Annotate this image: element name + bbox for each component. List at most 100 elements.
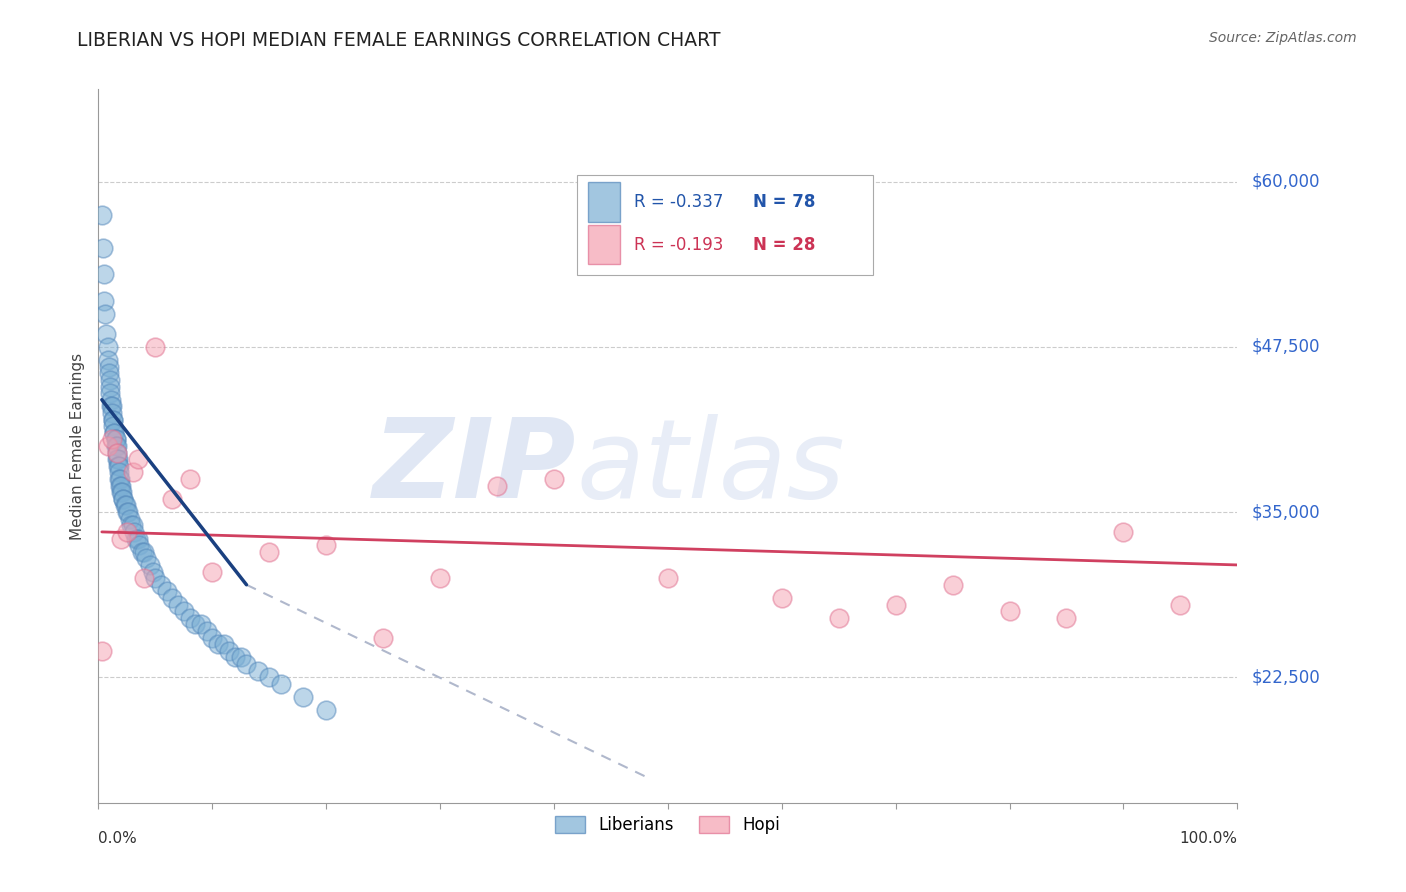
Point	[212, 637, 235, 651]
Point	[110, 532, 132, 546]
Point	[315, 538, 337, 552]
Point	[218, 644, 240, 658]
Point	[770, 591, 793, 605]
Point	[207, 637, 229, 651]
Point	[429, 571, 451, 585]
Point	[101, 400, 124, 414]
Point	[105, 439, 128, 453]
Point	[292, 690, 315, 704]
Point	[998, 604, 1021, 618]
Point	[127, 532, 149, 546]
Point	[128, 538, 150, 552]
Point	[1054, 611, 1078, 625]
Point	[657, 571, 679, 585]
Point	[162, 491, 184, 506]
Point	[942, 578, 965, 592]
Point	[142, 565, 165, 579]
Point	[150, 578, 173, 592]
Point	[112, 491, 135, 506]
Point	[156, 584, 179, 599]
Text: LIBERIAN VS HOPI MEDIAN FEMALE EARNINGS CORRELATION CHART: LIBERIAN VS HOPI MEDIAN FEMALE EARNINGS …	[77, 31, 721, 50]
Point	[105, 452, 128, 467]
Point	[135, 551, 157, 566]
Point	[96, 340, 118, 354]
Point	[93, 293, 115, 308]
Point	[103, 412, 125, 426]
Point	[114, 499, 136, 513]
Point	[190, 617, 212, 632]
Text: $35,000: $35,000	[1251, 503, 1320, 521]
Point	[108, 466, 131, 480]
Point	[98, 386, 121, 401]
Point	[167, 598, 190, 612]
Point	[90, 208, 112, 222]
Point	[104, 439, 127, 453]
Point	[115, 505, 138, 519]
Point	[108, 472, 131, 486]
Point	[108, 478, 131, 492]
Text: 0.0%: 0.0%	[98, 831, 138, 847]
Text: $47,500: $47,500	[1251, 338, 1320, 356]
Point	[884, 598, 907, 612]
Point	[107, 458, 129, 473]
Text: Source: ZipAtlas.com: Source: ZipAtlas.com	[1209, 31, 1357, 45]
Point	[162, 591, 184, 605]
Point	[104, 433, 127, 447]
Point	[100, 400, 122, 414]
Point	[138, 558, 160, 572]
Point	[195, 624, 218, 638]
Point	[1112, 524, 1135, 539]
Point	[97, 359, 120, 374]
Text: R = -0.193: R = -0.193	[634, 235, 723, 253]
Text: N = 28: N = 28	[754, 235, 815, 253]
Point	[543, 472, 565, 486]
Point	[108, 472, 131, 486]
Point	[105, 445, 128, 459]
Text: atlas: atlas	[576, 414, 845, 521]
Point	[122, 524, 145, 539]
Point	[101, 406, 124, 420]
Point	[114, 499, 136, 513]
Point	[103, 425, 125, 440]
Point	[105, 445, 128, 459]
Point	[132, 571, 155, 585]
Point	[179, 472, 201, 486]
Point	[96, 353, 118, 368]
Point	[103, 419, 125, 434]
Point	[1170, 598, 1192, 612]
Point	[97, 367, 120, 381]
Point	[132, 545, 155, 559]
Point	[259, 670, 281, 684]
Point	[270, 677, 292, 691]
Point	[100, 392, 122, 407]
Point	[96, 439, 118, 453]
Point	[201, 565, 224, 579]
Point	[828, 611, 851, 625]
Text: 100.0%: 100.0%	[1180, 831, 1237, 847]
Point	[110, 485, 132, 500]
Point	[246, 664, 269, 678]
Point	[259, 545, 281, 559]
Point	[101, 433, 124, 447]
Point	[115, 524, 138, 539]
Point	[145, 340, 167, 354]
Point	[112, 491, 135, 506]
Point	[229, 650, 252, 665]
Point	[145, 571, 167, 585]
FancyBboxPatch shape	[588, 182, 620, 221]
Text: N = 78: N = 78	[754, 193, 815, 211]
Point	[120, 511, 142, 525]
Point	[224, 650, 246, 665]
Point	[184, 617, 207, 632]
Point	[235, 657, 257, 671]
Point	[121, 466, 143, 480]
Point	[110, 478, 132, 492]
Point	[111, 485, 134, 500]
Text: $22,500: $22,500	[1251, 668, 1320, 686]
Point	[131, 545, 153, 559]
Point	[315, 703, 337, 717]
Point	[486, 478, 509, 492]
Point	[120, 518, 142, 533]
Text: $60,000: $60,000	[1251, 173, 1320, 191]
Point	[121, 518, 143, 533]
